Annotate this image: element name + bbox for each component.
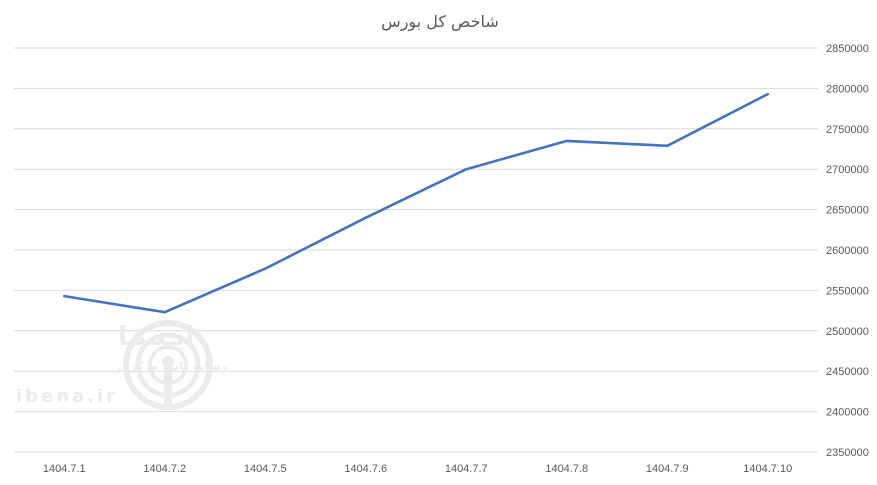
- data-point: [264, 267, 267, 270]
- x-tick-label: 1404.7.9: [646, 463, 689, 475]
- y-tick-label: 2750000: [826, 124, 869, 136]
- data-point: [163, 311, 166, 314]
- y-tick-label: 2650000: [826, 205, 869, 217]
- x-tick-label: 1404.7.6: [344, 463, 387, 475]
- y-tick-label: 2600000: [826, 245, 869, 257]
- gridlines: [14, 47, 818, 453]
- series-layer: [63, 92, 770, 314]
- data-point: [63, 294, 66, 298]
- series-line: [63, 92, 770, 314]
- broadcast-rings-icon: [123, 320, 213, 410]
- data-point: [364, 216, 367, 219]
- x-tick-label: 1404.7.1: [43, 463, 86, 475]
- x-tick-label: 1404.7.2: [143, 463, 186, 475]
- data-point: [565, 139, 568, 143]
- y-tick-label: 2550000: [826, 285, 869, 297]
- data-point: [465, 168, 468, 171]
- y-tick-label: 2500000: [826, 326, 869, 338]
- y-tick-label: 2800000: [826, 83, 869, 95]
- watermark-url: ibena.ir: [16, 386, 118, 407]
- x-tick-label: 1404.7.5: [244, 463, 287, 475]
- x-tick-label: 1404.7.10: [743, 463, 792, 475]
- ibena-watermark: ایـبـنـا رسانه بانک مرکزی ibena.ir: [16, 320, 228, 410]
- y-tick-label: 2700000: [826, 164, 869, 176]
- data-point: [666, 144, 669, 147]
- y-axis: 2350000 2400000 2450000 2500000 2550000 26000…: [826, 43, 869, 459]
- data-point: [766, 92, 769, 96]
- y-tick-label: 2850000: [826, 43, 869, 55]
- x-tick-label: 1404.7.7: [445, 463, 488, 475]
- x-axis: 1404.7.1 1404.7.2 1404.7.5 1404.7.6 1404.7.7…: [43, 463, 792, 475]
- x-tick-label: 1404.7.8: [545, 463, 588, 475]
- chart-title: شاخص کل بورس: [381, 12, 499, 32]
- y-tick-label: 2450000: [826, 366, 869, 378]
- y-tick-label: 2350000: [826, 447, 869, 459]
- y-tick-label: 2400000: [826, 407, 869, 419]
